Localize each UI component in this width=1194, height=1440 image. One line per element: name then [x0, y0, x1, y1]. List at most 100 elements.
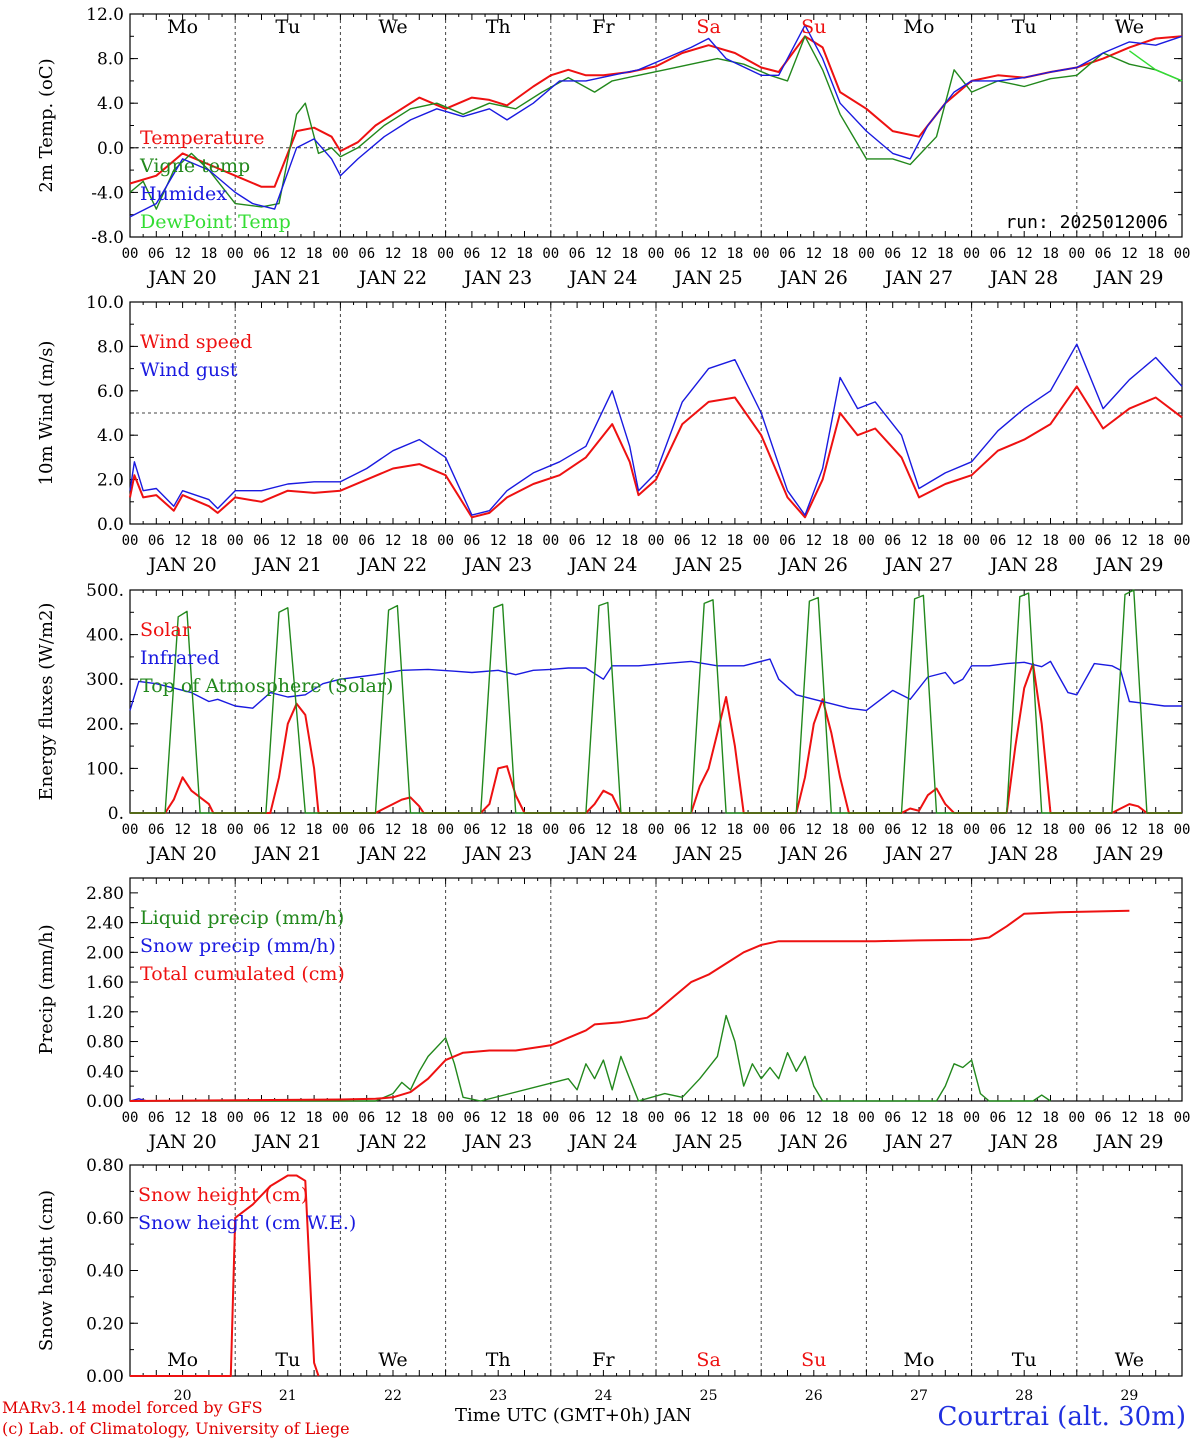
y-tick-label: 400. [86, 626, 124, 646]
hour-tick-label: 06 [989, 246, 1006, 262]
y-tick-label: 0.60 [86, 1209, 124, 1229]
y-axis-label: Precip (mm/h) [36, 924, 57, 1054]
hour-tick-label: 12 [805, 246, 822, 262]
hour-tick-label: 18 [516, 246, 533, 262]
date-label: JAN 24 [567, 554, 637, 576]
date-label: JAN 24 [567, 843, 637, 865]
date-label: JAN 23 [462, 267, 532, 289]
hour-tick-label: 00 [963, 1110, 980, 1126]
y-tick-label: 2.00 [86, 943, 124, 963]
date-label: JAN 26 [778, 554, 848, 576]
hour-tick-label: 00 [858, 533, 875, 549]
hour-tick-label: 18 [200, 1110, 217, 1126]
hour-tick-label: 18 [411, 533, 428, 549]
y-tick-label: 0.20 [86, 1314, 124, 1334]
hour-tick-label: 18 [1147, 246, 1164, 262]
hour-tick-label: 06 [779, 533, 796, 549]
weekday-label: We [1115, 16, 1144, 38]
hour-tick-label: 06 [779, 246, 796, 262]
y-tick-label: 500. [86, 581, 124, 601]
hour-tick-label: 00 [648, 246, 665, 262]
date-label: JAN 20 [147, 1131, 217, 1153]
weekday-label: Sa [696, 1349, 720, 1371]
hour-tick-label: 00 [227, 1110, 244, 1126]
weekday-label: We [378, 16, 407, 38]
hour-tick-label: 12 [279, 822, 296, 838]
hour-tick-label: 06 [358, 533, 375, 549]
hour-tick-label: 00 [332, 1110, 349, 1126]
hour-tick-label: 06 [989, 533, 1006, 549]
hour-tick-label: 12 [279, 1110, 296, 1126]
hour-tick-label: 18 [411, 1110, 428, 1126]
hour-tick-label: 00 [648, 1110, 665, 1126]
y-tick-label: 0.00 [86, 1367, 124, 1387]
hour-tick-label: 06 [779, 822, 796, 838]
hour-tick-label: 06 [463, 533, 480, 549]
legend-entry: Vigne temp [139, 155, 250, 177]
hour-tick-label: 00 [753, 246, 770, 262]
hour-tick-label: 12 [1016, 533, 1033, 549]
hour-tick-label: 18 [937, 1110, 954, 1126]
weekday-label: We [378, 1349, 407, 1371]
plot-frame-temperature [129, 13, 1183, 238]
y-tick-label: -8.0 [91, 228, 124, 248]
date-label: JAN 23 [462, 843, 532, 865]
hour-tick-label: 12 [174, 822, 191, 838]
weekday-label: Th [486, 1349, 511, 1371]
hour-tick-label: 12 [1121, 533, 1138, 549]
hour-tick-label: 00 [1068, 1110, 1085, 1126]
hour-tick-label: 12 [700, 822, 717, 838]
series-line-liquid-precip-mm-h- [130, 1014, 1051, 1102]
date-label: JAN 21 [252, 843, 322, 865]
model-credit: MARv3.14 model forced by GFS [2, 1398, 263, 1417]
y-axis-label: Snow height (cm) [36, 1190, 57, 1351]
plot-frame-fluxes [129, 589, 1183, 814]
hour-tick-label: 00 [858, 246, 875, 262]
weekday-label: We [1115, 1349, 1144, 1371]
hour-tick-label: 12 [911, 822, 928, 838]
y-tick-label: 0.0 [97, 139, 124, 159]
hour-tick-label: 18 [306, 822, 323, 838]
date-label: JAN 29 [1093, 554, 1163, 576]
date-label: JAN 26 [778, 267, 848, 289]
weekday-label: Th [486, 16, 511, 38]
date-label: JAN 29 [1093, 1131, 1163, 1153]
hour-tick-label: 00 [858, 1110, 875, 1126]
legend-entry: Snow height (cm) [138, 1184, 308, 1206]
legend-entry: Snow precip (mm/h) [140, 935, 336, 957]
hour-tick-label: 18 [937, 533, 954, 549]
day-number-label: 23 [489, 1388, 507, 1404]
hour-tick-label: 00 [858, 822, 875, 838]
date-label: JAN 22 [357, 1131, 427, 1153]
y-tick-label: 2.80 [86, 884, 124, 904]
hour-tick-label: 18 [1147, 822, 1164, 838]
date-label: JAN 29 [1093, 267, 1163, 289]
weekday-label: Su [801, 16, 826, 38]
date-label: JAN 28 [988, 267, 1058, 289]
date-label: JAN 29 [1093, 843, 1163, 865]
legend-entry: Wind speed [140, 331, 252, 353]
hour-tick-label: 18 [1147, 533, 1164, 549]
date-label: JAN 23 [462, 554, 532, 576]
hour-tick-label: 06 [1095, 533, 1112, 549]
hour-tick-label: 18 [306, 533, 323, 549]
day-number-label: 22 [384, 1388, 402, 1404]
hour-tick-label: 12 [279, 246, 296, 262]
hour-tick-label: 06 [674, 822, 691, 838]
y-tick-label: 200. [86, 715, 124, 735]
series-line-dewpoint-temp [1128, 50, 1183, 82]
series-line-total-cumulated-cm- [129, 909, 1130, 1102]
hour-tick-label: 00 [753, 1110, 770, 1126]
hour-tick-label: 00 [542, 1110, 559, 1126]
hour-tick-label: 18 [516, 1110, 533, 1126]
date-label: JAN 27 [883, 843, 953, 865]
legend-entry: DewPoint Temp [140, 211, 291, 233]
hour-tick-label: 06 [1095, 1110, 1112, 1126]
date-label: JAN 22 [357, 843, 427, 865]
hour-tick-label: 12 [174, 533, 191, 549]
hour-tick-label: 18 [411, 822, 428, 838]
hour-tick-label: 00 [963, 533, 980, 549]
weekday-label: Fr [592, 1349, 615, 1371]
hour-tick-label: 00 [437, 533, 454, 549]
legend-entry: Top of Atmosphere (Solar) [140, 675, 393, 697]
